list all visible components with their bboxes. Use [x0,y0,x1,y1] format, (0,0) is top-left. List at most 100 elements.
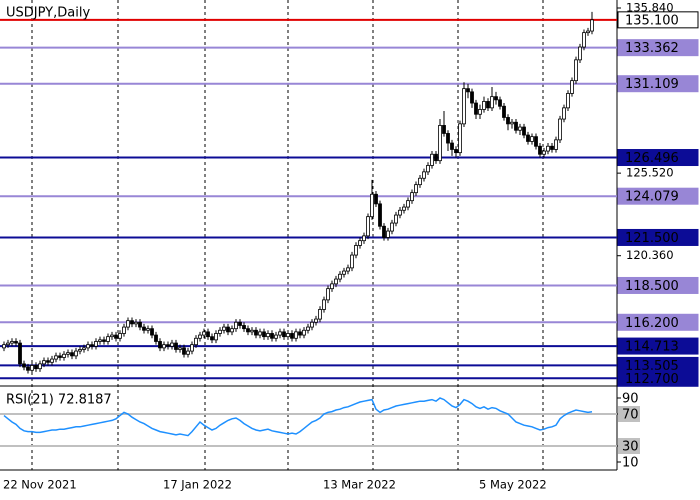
candle-body [446,133,450,144]
candle-body [38,363,42,370]
candle-body [26,366,30,371]
candle-body [282,331,286,338]
candle-body [334,278,338,285]
level-label-box [617,313,699,331]
candle-body [478,109,482,115]
candle-body [538,145,542,155]
candle-body [162,344,166,349]
level-label: 112.700 [625,372,679,387]
candle-body [30,365,34,371]
candle-body [366,216,370,237]
candle-body [78,349,82,352]
candle-body [178,347,182,350]
candle-body [6,342,10,346]
candle-body [186,350,190,355]
candle-body [506,117,510,125]
candle-body [170,342,174,347]
candle-body [462,88,466,125]
candle-body [122,326,126,334]
candle-body [586,30,590,34]
candle-body [98,339,102,342]
candle-body [382,225,386,238]
candle-body [174,342,178,350]
candle-body [194,337,198,346]
candle-body [146,328,150,331]
level-label-box [617,39,699,57]
candle-body [590,19,594,32]
candle-body [206,331,210,338]
candle-body [222,326,226,331]
candle-body [458,123,462,154]
candle-body [298,331,302,336]
level-label: 118.500 [625,279,679,294]
candle-body [574,59,578,82]
candle-body [210,336,214,341]
candle-body [254,329,258,336]
y-tick-label: 70 [622,408,639,423]
candle-body [118,333,122,339]
candle-body [406,200,410,208]
candle-body [354,245,358,256]
y-tick-label: 135.840 [626,1,674,15]
candle-body [266,333,270,338]
candle-body [466,88,470,93]
candle-body [190,344,194,352]
level-label: 124.079 [625,190,679,205]
candle-body [202,331,206,336]
candle-body [234,321,238,330]
candle-body [490,96,494,109]
candle-body [286,333,290,338]
candle-body [470,91,474,104]
y-tick-label: 90 [622,392,639,407]
rsi-level-box [618,438,640,454]
candle-body [550,145,554,150]
candle-body [274,334,278,339]
candle-body [554,139,558,150]
candle-body [498,99,502,107]
candle-body [582,32,586,48]
level-label-box [617,369,699,387]
x-tick-label: 22 Nov 2021 [3,478,77,492]
candle-body [138,321,142,328]
candle-body [434,153,438,162]
candle-body [318,309,322,320]
candle-body [358,240,362,246]
rsi-level-box [618,406,640,422]
candle-body [230,328,234,333]
candle-body [514,121,518,131]
candle-body [562,107,566,120]
candle-body [394,214,398,224]
candle-body [350,254,354,269]
candle-body [50,358,54,363]
chart-title: USDJPY,Daily [6,6,90,21]
candle-body [250,329,254,333]
y-tick-label: 30 [622,440,639,455]
candle-body [2,344,6,349]
candle-body [454,149,458,154]
candle-body [326,288,330,301]
candle-body [226,326,230,333]
candle-body [442,125,446,134]
candle-body [58,355,62,358]
candle-body [106,336,110,342]
candle-body [294,331,298,339]
candle-body [474,102,478,115]
candle-body [310,321,314,328]
x-tick-label: 5 May 2022 [479,478,547,492]
candle-body [530,136,534,142]
candle-body [494,96,498,101]
candle-body [566,93,570,109]
candle-body [418,177,422,186]
candle-body [346,267,350,272]
candle-body [482,101,486,110]
level-label-box [617,228,699,246]
candle-body [46,360,50,363]
candle-body [510,121,514,125]
candle-body [314,318,318,323]
candle-body [278,331,282,336]
candle-body [102,339,106,342]
candle-body [42,360,46,365]
y-tick-label: 10 [622,456,639,471]
candle-body [134,321,138,325]
candle-body [290,333,294,339]
